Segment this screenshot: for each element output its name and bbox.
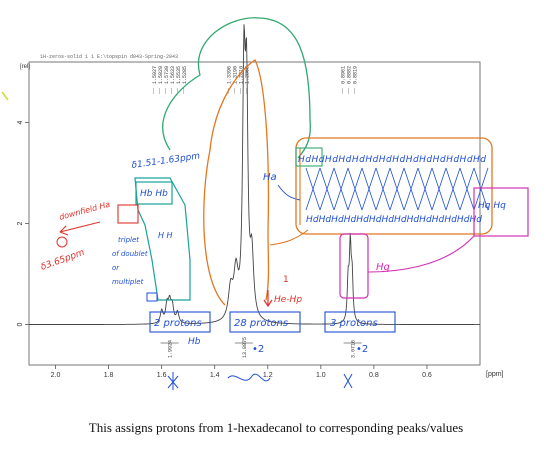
triplet-note: triplet of doublet or multiplet bbox=[112, 236, 148, 286]
bond-line bbox=[417, 167, 433, 211]
integral-value: 1.9924 bbox=[168, 340, 174, 358]
red-arrowhead bbox=[59, 225, 69, 236]
x-tick-label: 1.0 bbox=[316, 372, 326, 379]
peak-label: 1.2810 bbox=[238, 66, 244, 84]
x-tick-label: 1.8 bbox=[104, 372, 114, 379]
hq-peak-label: Hq bbox=[376, 262, 390, 273]
magenta-hq-box bbox=[473, 187, 529, 237]
plot-frame bbox=[28, 61, 481, 366]
orange-connector bbox=[269, 229, 309, 246]
bond-line bbox=[389, 167, 405, 211]
integ-box-3 bbox=[324, 311, 396, 333]
peak-label: 0.8961 bbox=[340, 66, 346, 84]
bond-line bbox=[459, 167, 475, 211]
bond-line bbox=[473, 167, 489, 211]
x-tick-label: 1.2 bbox=[263, 372, 273, 379]
chain-bottom-row: HdHdHdHdHdHdHdHdHdHdHdHdHdHd bbox=[306, 215, 482, 225]
y-tick-label: 4 bbox=[17, 121, 24, 125]
teal-proton-box bbox=[135, 181, 173, 205]
peak-label: 1.5829 bbox=[158, 66, 164, 84]
bond-line bbox=[347, 167, 363, 211]
orange-arrow-loop bbox=[203, 59, 270, 306]
integ-2-label: 2 protons bbox=[154, 318, 202, 329]
bond-line bbox=[305, 167, 321, 211]
x-tick-label: 0.6 bbox=[422, 372, 432, 379]
hb-label: Hb bbox=[188, 337, 201, 347]
x-tick-label: 1.4 bbox=[210, 372, 220, 379]
spectrum-header: 1H-zeros-solid 1 1 E:\topspin d043-Sprin… bbox=[40, 54, 178, 60]
peak-label: 1.5730 bbox=[164, 66, 170, 84]
bond-line bbox=[361, 167, 377, 211]
red-arrow bbox=[59, 221, 101, 233]
teal-box-label: Hb Hb bbox=[140, 189, 168, 199]
bond-line bbox=[403, 167, 419, 211]
multiplet-marker bbox=[146, 292, 158, 302]
red-circle-mark bbox=[56, 236, 68, 248]
integ-box-28 bbox=[229, 311, 301, 333]
range-label: δ1.51-1.63ppm bbox=[131, 151, 201, 171]
scribble-08 bbox=[343, 373, 353, 389]
integral-value: 13.8875 bbox=[242, 337, 248, 358]
he-hp-arrowhead bbox=[263, 299, 273, 308]
green-arrow-loop bbox=[162, 17, 311, 159]
downfield-note: downfield Ha bbox=[58, 200, 111, 222]
integral-value: 3.0716 bbox=[351, 340, 357, 358]
integ-28-label: 28 protons bbox=[234, 318, 288, 329]
teal-sub-label: H H bbox=[158, 231, 173, 240]
green-hd-box bbox=[295, 147, 323, 167]
x-axis-unit: [ppm] bbox=[486, 371, 504, 378]
peak-label: 1.5535 bbox=[176, 66, 182, 84]
bond-line bbox=[375, 167, 391, 211]
chain-top-row: HdHdHdHdHdHdHdHdHdHdHdHdHdHd bbox=[298, 155, 486, 165]
orange-chain-box bbox=[295, 137, 493, 235]
bond-line bbox=[445, 167, 461, 211]
magenta-connector bbox=[367, 235, 475, 273]
magenta-peak-box bbox=[339, 233, 369, 299]
peak-label: 0.8819 bbox=[352, 66, 358, 84]
chain-bond-lattice bbox=[305, 167, 489, 211]
downfield-box bbox=[117, 204, 139, 224]
y-axis-unit: [rel] bbox=[20, 64, 30, 70]
red-1-mark: 1 bbox=[283, 275, 289, 285]
peak-label: 1.3190 bbox=[232, 66, 238, 84]
dot2-mid: •2 bbox=[252, 344, 264, 355]
dot2-right: •2 bbox=[356, 344, 368, 355]
y-tick-label: 0 bbox=[17, 323, 24, 327]
shift-label: δ3.65ppm bbox=[40, 248, 87, 273]
scribble-13 bbox=[227, 373, 271, 382]
peak-label: 1.5927 bbox=[152, 66, 158, 84]
peak-label: 1.5285 bbox=[182, 66, 188, 84]
hq-pair-label: Hq Hq bbox=[478, 201, 506, 211]
peak-label: 0.8882 bbox=[346, 66, 352, 84]
y-tick-label: 2 bbox=[17, 222, 24, 226]
peak-label: 1.3396 bbox=[226, 66, 232, 84]
he-hp-label: He-Hp bbox=[274, 295, 302, 305]
x-tick-label: 2.0 bbox=[51, 372, 61, 379]
bond-line bbox=[319, 167, 335, 211]
bond-line bbox=[333, 167, 349, 211]
ha-pointer-arrow bbox=[277, 184, 301, 201]
x-tick-label: 1.6 bbox=[157, 372, 167, 379]
integ-3-label: 3 protons bbox=[330, 318, 378, 329]
spectrum-trace bbox=[29, 24, 480, 326]
scribble-16 bbox=[167, 372, 179, 390]
bond-line bbox=[431, 167, 447, 211]
integ-box-2 bbox=[149, 311, 211, 333]
teal-bracket bbox=[134, 177, 191, 301]
peak-label: 1.5633 bbox=[170, 66, 176, 84]
ha-pointer-label: Ha bbox=[263, 172, 277, 183]
x-tick-label: 0.8 bbox=[369, 372, 379, 379]
highlighter-mark bbox=[1, 91, 9, 101]
figure-caption: This assigns protons from 1-hexadecanol … bbox=[88, 420, 464, 435]
